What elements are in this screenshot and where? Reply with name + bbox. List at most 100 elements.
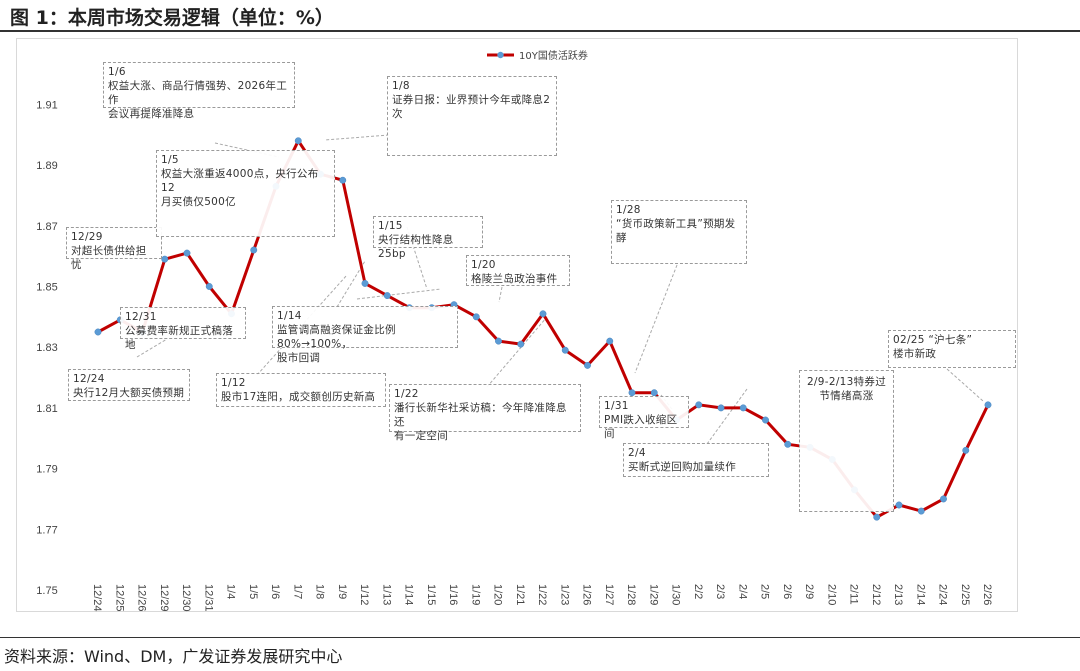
- annotation-0108: 1/8 证券日报：业界预计今年或降息2 次: [387, 76, 557, 156]
- data-point: [539, 310, 547, 318]
- annotation-leader: [634, 264, 678, 374]
- annotation-0112: 1/12 股市17连阳，成交额创历史新高: [216, 373, 386, 407]
- y-tick-label: 1.75: [36, 585, 57, 597]
- x-tick-label: 1/6: [269, 584, 281, 599]
- data-point: [517, 340, 525, 348]
- x-tick-label: 1/21: [514, 584, 526, 605]
- figure-title: 图 1：本周市场交易逻辑（单位：%）: [10, 7, 334, 29]
- x-tick-label: 1/9: [336, 584, 348, 599]
- x-tick-label: 12/26: [136, 584, 148, 612]
- x-tick-label: 12/24: [91, 584, 103, 612]
- x-tick-label: 2/5: [759, 584, 771, 599]
- annotation-1229: 12/29 对超长债供给担忧: [66, 227, 162, 271]
- annotation-0120: 1/20 格陵兰岛政治事件: [466, 255, 570, 286]
- x-tick-label: 12/30: [180, 584, 192, 612]
- data-point: [606, 337, 614, 345]
- data-point: [495, 337, 502, 345]
- x-tick-label: 2/24: [937, 584, 949, 605]
- data-point: [873, 513, 881, 521]
- x-tick-label: 2/14: [914, 584, 926, 605]
- title-divider: [0, 30, 1080, 32]
- x-tick-label: 1/16: [447, 584, 459, 605]
- data-point: [584, 361, 591, 369]
- data-point: [984, 401, 992, 409]
- x-tick-label: 2/25: [959, 584, 971, 605]
- x-tick-label: 2/3: [714, 584, 726, 599]
- data-point: [895, 501, 903, 509]
- y-tick-label: 1.77: [36, 524, 57, 536]
- x-tick-label: 2/4: [736, 584, 748, 599]
- legend-label: 10Y国债活跃券: [519, 49, 588, 62]
- x-tick-label: 1/4: [225, 584, 237, 599]
- x-tick-label: 1/29: [647, 584, 659, 605]
- annotation-leader: [336, 260, 366, 308]
- legend-marker: [497, 51, 504, 59]
- annotation-leader: [136, 338, 168, 358]
- annotation-1231: 12/31 公募费率新规正式稿落地: [120, 307, 246, 351]
- annotation-1224: 12/24 央行12月大额买债预期: [68, 369, 190, 401]
- data-point: [383, 292, 391, 300]
- data-point: [784, 440, 792, 448]
- x-tick-label: 12/31: [202, 584, 214, 612]
- x-tick-label: 1/13: [380, 584, 392, 605]
- data-point: [962, 446, 970, 454]
- data-point: [940, 495, 947, 503]
- data-point: [183, 249, 191, 257]
- x-tick-label: 2/26: [981, 584, 993, 605]
- x-tick-label: 1/20: [492, 584, 504, 605]
- source-note: 资料来源：Wind、DM，广发证券发展研究中心: [4, 647, 343, 666]
- annotation-0115: 1/15 央行结构性降息25bp: [373, 216, 483, 260]
- annotation-0204: 2/4 买断式逆回购加量续作: [623, 443, 769, 477]
- x-tick-label: 1/23: [558, 584, 570, 605]
- x-tick-label: 1/5: [247, 584, 259, 599]
- annotation-leader: [946, 368, 984, 402]
- y-tick-label: 1.85: [36, 281, 57, 293]
- data-point: [294, 137, 302, 145]
- annotation-0105: 1/5 权益大涨重返4000点，央行公布12 月买债仅500亿: [156, 150, 335, 237]
- x-tick-label: 1/7: [291, 584, 303, 599]
- data-point: [205, 283, 213, 290]
- annotation-0128: 1/28 “货币政策新工具”预期发 酵: [611, 200, 747, 264]
- x-tick-label: 2/13: [892, 584, 904, 605]
- data-point: [628, 389, 636, 397]
- x-tick-label: 1/28: [625, 584, 637, 605]
- y-tick-label: 1.91: [36, 99, 57, 111]
- y-tick-label: 1.83: [36, 342, 57, 354]
- x-tick-label: 1/19: [469, 584, 481, 605]
- data-point: [561, 346, 569, 354]
- x-tick-label: 1/8: [314, 584, 326, 599]
- annotation-leader: [356, 288, 442, 300]
- x-tick-label: 1/15: [425, 584, 437, 605]
- data-point: [250, 246, 258, 254]
- x-tick-label: 2/9: [803, 584, 815, 599]
- x-tick-label: 1/26: [581, 584, 593, 605]
- data-point: [695, 401, 703, 409]
- footer-divider: [0, 637, 1080, 638]
- data-point: [717, 404, 725, 412]
- x-tick-label: 1/14: [403, 584, 415, 605]
- x-tick-label: 2/12: [870, 584, 882, 605]
- data-point: [94, 328, 102, 336]
- annotation-0131: 1/31 PMI跌入收缩区间: [599, 396, 689, 440]
- y-tick-label: 1.87: [36, 221, 57, 233]
- annotation-leader: [486, 316, 548, 388]
- data-point: [650, 389, 658, 397]
- x-tick-label: 1/12: [358, 584, 370, 605]
- data-point: [472, 313, 480, 321]
- x-tick-label: 2/10: [825, 584, 837, 605]
- data-point: [339, 176, 347, 184]
- x-tick-label: 12/29: [158, 584, 170, 612]
- data-point: [739, 404, 747, 412]
- x-tick-label: 2/6: [781, 584, 793, 599]
- y-tick-label: 1.89: [36, 160, 57, 172]
- data-point: [917, 507, 925, 515]
- legend: 10Y国债活跃券: [487, 49, 588, 62]
- x-tick-label: 1/22: [536, 584, 548, 605]
- annotation-0106: 1/6 权益大涨、商品行情强势、2026年工作 会议再提降准降息: [103, 62, 295, 120]
- x-tick-label: 2/11: [848, 584, 860, 605]
- data-point: [762, 416, 769, 424]
- x-tick-label: 1/27: [603, 584, 615, 605]
- annotation-leader: [498, 286, 503, 303]
- y-tick-label: 1.79: [36, 464, 57, 476]
- annotation-0209: 2/9-2/13特券过 节情绪高涨: [799, 370, 894, 512]
